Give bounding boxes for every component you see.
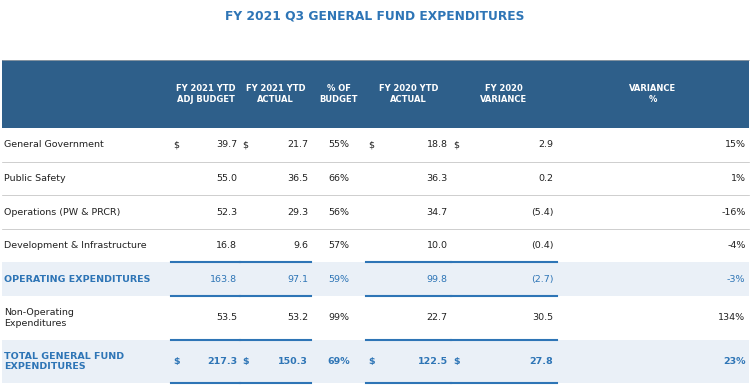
Text: $: $: [173, 357, 180, 366]
Text: -4%: -4%: [727, 241, 746, 250]
Text: 34.7: 34.7: [427, 208, 448, 217]
Text: 163.8: 163.8: [210, 275, 237, 284]
Text: $: $: [242, 357, 249, 366]
Text: 18.8: 18.8: [427, 140, 448, 149]
Text: 39.7: 39.7: [216, 140, 237, 149]
Text: 57%: 57%: [328, 241, 349, 250]
Text: 55.0: 55.0: [216, 174, 237, 183]
Text: $: $: [368, 140, 374, 149]
FancyBboxPatch shape: [2, 340, 748, 383]
Text: 2.9: 2.9: [538, 140, 554, 149]
FancyBboxPatch shape: [2, 296, 748, 340]
Text: 23%: 23%: [723, 357, 746, 366]
Text: FY 2020
VARIANCE: FY 2020 VARIANCE: [480, 84, 527, 104]
Text: FY 2021 YTD
ACTUAL: FY 2021 YTD ACTUAL: [246, 84, 305, 104]
Text: TOTAL GENERAL FUND
EXPENDITURES: TOTAL GENERAL FUND EXPENDITURES: [4, 352, 124, 371]
Text: Non-Operating
Expenditures: Non-Operating Expenditures: [4, 308, 74, 328]
Text: $: $: [368, 357, 375, 366]
Text: 99%: 99%: [328, 314, 349, 322]
Text: (2.7): (2.7): [531, 275, 554, 284]
Text: 9.6: 9.6: [293, 241, 308, 250]
Text: 10.0: 10.0: [427, 241, 448, 250]
Text: OPERATING EXPENDITURES: OPERATING EXPENDITURES: [4, 275, 151, 284]
FancyBboxPatch shape: [2, 262, 748, 296]
FancyBboxPatch shape: [2, 162, 748, 195]
Text: $: $: [453, 357, 460, 366]
Text: 36.5: 36.5: [287, 174, 308, 183]
Text: 53.5: 53.5: [216, 314, 237, 322]
Text: 0.2: 0.2: [538, 174, 554, 183]
FancyBboxPatch shape: [2, 60, 748, 128]
Text: 53.2: 53.2: [287, 314, 308, 322]
Text: 1%: 1%: [730, 174, 746, 183]
Text: (5.4): (5.4): [531, 208, 554, 217]
Text: 52.3: 52.3: [216, 208, 237, 217]
Text: 99.8: 99.8: [427, 275, 448, 284]
Text: 217.3: 217.3: [207, 357, 237, 366]
Text: 55%: 55%: [328, 140, 349, 149]
Text: 134%: 134%: [718, 314, 746, 322]
Text: 69%: 69%: [327, 357, 350, 366]
Text: FY 2021 Q3 GENERAL FUND EXPENDITURES: FY 2021 Q3 GENERAL FUND EXPENDITURES: [225, 10, 525, 23]
Text: 29.3: 29.3: [287, 208, 308, 217]
Text: FY 2020 YTD
ACTUAL: FY 2020 YTD ACTUAL: [379, 84, 438, 104]
Text: Development & Infrastructure: Development & Infrastructure: [4, 241, 147, 250]
Text: 15%: 15%: [724, 140, 746, 149]
Text: Operations (PW & PRCR): Operations (PW & PRCR): [4, 208, 121, 217]
Text: (0.4): (0.4): [531, 241, 554, 250]
Text: 22.7: 22.7: [427, 314, 448, 322]
Text: 30.5: 30.5: [532, 314, 554, 322]
Text: 97.1: 97.1: [287, 275, 308, 284]
Text: FY 2021 YTD
ADJ BUDGET: FY 2021 YTD ADJ BUDGET: [176, 84, 236, 104]
Text: $: $: [173, 140, 179, 149]
Text: General Government: General Government: [4, 140, 104, 149]
Text: 66%: 66%: [328, 174, 349, 183]
Text: 27.8: 27.8: [530, 357, 554, 366]
Text: 36.3: 36.3: [427, 174, 448, 183]
Text: Public Safety: Public Safety: [4, 174, 66, 183]
Text: 56%: 56%: [328, 208, 349, 217]
Text: -3%: -3%: [727, 275, 746, 284]
Text: 21.7: 21.7: [287, 140, 308, 149]
Text: 150.3: 150.3: [278, 357, 308, 366]
Text: VARIANCE
%: VARIANCE %: [629, 84, 676, 104]
Text: 16.8: 16.8: [216, 241, 237, 250]
FancyBboxPatch shape: [2, 229, 748, 262]
Text: $: $: [453, 140, 459, 149]
Text: $: $: [242, 140, 248, 149]
Text: % OF
BUDGET: % OF BUDGET: [320, 84, 358, 104]
Text: 122.5: 122.5: [418, 357, 448, 366]
FancyBboxPatch shape: [2, 195, 748, 229]
FancyBboxPatch shape: [2, 128, 748, 162]
Text: 59%: 59%: [328, 275, 349, 284]
Text: -16%: -16%: [722, 208, 746, 217]
